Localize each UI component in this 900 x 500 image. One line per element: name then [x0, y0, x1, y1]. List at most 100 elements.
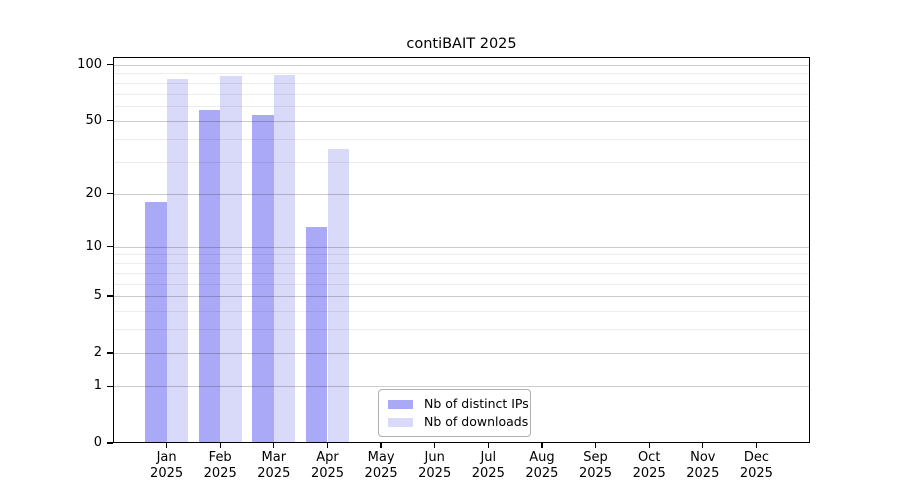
gridline-minor	[113, 161, 810, 163]
gridline-major	[113, 296, 810, 298]
gridline-minor	[113, 138, 810, 140]
x-axis-tick-label-line: Sep	[583, 450, 608, 465]
x-axis-tick-mark	[648, 443, 650, 448]
x-axis-tick-label: Mar 2025	[232, 450, 316, 481]
bar-distinct-ips-mar	[252, 114, 274, 443]
gridline-major	[113, 120, 810, 122]
bar-downloads-apr	[327, 149, 349, 443]
gridline-minor	[113, 262, 810, 264]
x-axis-tick-label-line: Jan	[156, 450, 177, 465]
x-axis-tick-label: Sep 2025	[554, 450, 638, 481]
bar-downloads-mar	[273, 75, 296, 443]
x-axis-tick-label-line: Apr	[316, 450, 339, 465]
x-axis-tick-label: May 2025	[339, 450, 423, 481]
y-axis-tick-mark	[107, 120, 113, 122]
x-axis-tick-label-line: 2025	[150, 465, 184, 481]
gridline-major	[113, 193, 810, 195]
x-axis-tick-label-line: 2025	[364, 465, 398, 481]
x-axis-tick-label-line: 2025	[686, 465, 720, 481]
x-axis-tick-label: Dec 2025	[714, 450, 798, 481]
x-axis-tick-label: Oct 2025	[607, 450, 691, 481]
legend-label-downloads: Nb of downloads	[424, 414, 529, 429]
gridline-minor	[113, 254, 810, 256]
legend-item-distinct-ips: Nb of distinct IPs	[388, 397, 529, 411]
x-axis-tick-mark	[434, 443, 436, 448]
x-axis-tick-label-line: Oct	[637, 450, 661, 465]
x-axis-tick-mark	[273, 443, 275, 448]
x-axis-tick-label-line: Jul	[480, 450, 497, 465]
y-axis-tick-label: 1	[93, 378, 102, 394]
gridline-minor	[113, 73, 810, 75]
x-axis-tick-mark	[755, 443, 758, 448]
y-axis-tick-label: 50	[85, 112, 102, 128]
x-axis-tick-label-line: Aug	[529, 450, 555, 465]
y-axis-tick-label: 20	[85, 185, 102, 201]
x-axis-tick-label-line: Dec	[743, 450, 769, 465]
gridline-minor	[113, 272, 810, 274]
x-axis-tick-label: Aug 2025	[500, 450, 584, 481]
x-axis-tick-label-line: 2025	[739, 465, 773, 481]
gridline-minor	[113, 106, 810, 108]
y-axis-tick-mark	[107, 442, 113, 444]
gridline-major	[113, 353, 810, 354]
legend-label-distinct-ips: Nb of distinct IPs	[424, 396, 529, 411]
x-axis-tick-mark	[702, 443, 704, 448]
y-axis-tick-mark	[107, 352, 113, 354]
x-axis-tick-label-line: 2025	[418, 465, 452, 481]
x-axis-tick-label: Apr 2025	[286, 450, 370, 481]
x-axis-tick-mark	[219, 443, 221, 448]
x-axis-tick-label-line: Mar	[261, 450, 287, 465]
y-axis-tick-mark	[107, 245, 113, 248]
x-axis-tick-label-line: 2025	[203, 465, 237, 481]
x-axis-tick-mark	[326, 443, 329, 448]
bar-downloads-feb	[220, 76, 242, 443]
gridline-major	[113, 246, 810, 248]
legend-item-downloads: Nb of downloads	[388, 415, 528, 429]
bar-distinct-ips-jan	[145, 201, 167, 443]
x-axis-tick-label: Jul 2025	[446, 450, 530, 481]
x-axis-tick-mark	[594, 443, 597, 448]
y-axis-tick-mark	[107, 192, 113, 195]
gridline-major	[113, 64, 810, 66]
gridline-major	[113, 386, 810, 388]
legend-swatch-downloads	[388, 417, 413, 427]
x-axis-tick-label-line: 2025	[310, 465, 345, 481]
legend: Nb of distinct IPs Nb of downloads	[378, 389, 531, 437]
x-axis-tick-label: Jan 2025	[125, 450, 209, 481]
x-axis-tick-label-line: 2025	[471, 465, 505, 481]
x-axis-tick-label: Nov 2025	[661, 450, 745, 481]
y-axis-tick-mark	[107, 385, 113, 387]
x-axis-tick-label-line: 2025	[632, 465, 666, 481]
x-axis-tick-label-line: Feb	[208, 450, 232, 465]
bar-distinct-ips-feb	[198, 110, 221, 443]
x-axis-tick-mark	[487, 443, 489, 448]
gridline-minor	[113, 283, 810, 285]
gridline-minor	[113, 93, 810, 95]
gridline-minor	[113, 311, 810, 313]
y-axis-tick-mark	[107, 64, 113, 66]
x-axis-tick-mark	[165, 443, 168, 448]
x-axis-tick-label-line: Nov	[690, 450, 716, 465]
y-axis-tick-label: 5	[93, 288, 102, 304]
bar-distinct-ips-apr	[306, 226, 328, 443]
gridline-minor	[113, 329, 810, 331]
x-axis-tick-label-line: May	[367, 450, 395, 465]
y-axis-tick-mark	[107, 295, 113, 297]
y-axis-tick-label: 2	[93, 345, 102, 360]
plot-area	[113, 57, 810, 443]
gridline-minor	[113, 82, 810, 84]
y-axis-tick-label: 100	[77, 56, 102, 72]
x-axis-tick-label-line: 2025	[525, 465, 559, 481]
legend-swatch-distinct-ips	[388, 399, 413, 409]
bar-downloads-jan	[166, 78, 188, 443]
x-axis-tick-label-line: 2025	[257, 465, 291, 481]
x-axis-tick-label: Feb 2025	[178, 450, 262, 481]
x-axis-tick-mark	[541, 443, 543, 448]
x-axis-tick-label-line: Jun	[424, 450, 445, 465]
x-axis-tick-mark	[380, 443, 382, 448]
y-axis-tick-label: 0	[93, 435, 102, 450]
x-axis-tick-label-line: 2025	[578, 465, 613, 481]
x-axis-tick-label: Jun 2025	[393, 450, 477, 481]
y-axis-tick-label: 10	[85, 238, 102, 254]
